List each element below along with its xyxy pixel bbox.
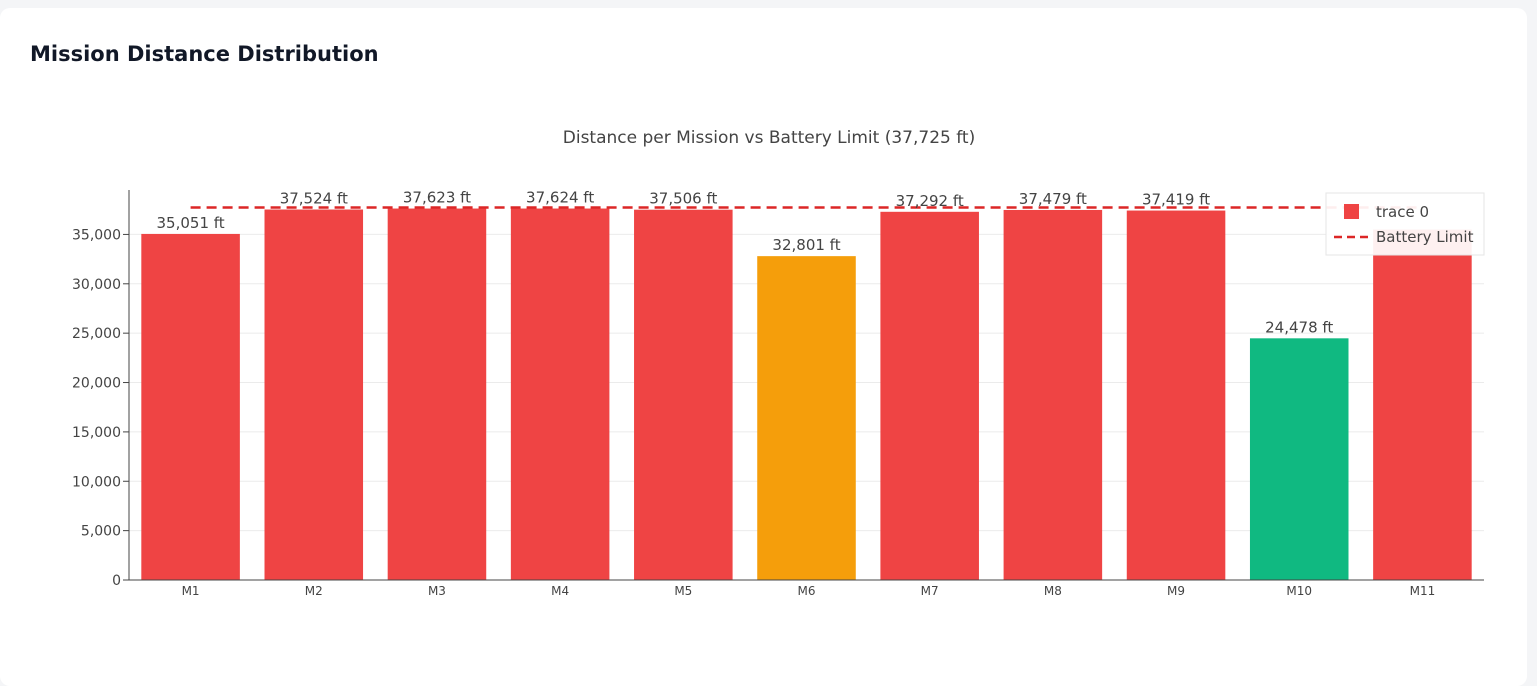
legend-box <box>1325 192 1485 256</box>
bars <box>141 208 1472 581</box>
x-tick-label: M8 <box>1044 584 1062 598</box>
data-label: 37,292 ft <box>896 192 964 210</box>
y-tick-label: 35,000 <box>72 227 121 243</box>
x-tick-label: M2 <box>305 584 323 598</box>
y-tick-label: 15,000 <box>72 425 121 441</box>
x-tick-label: M6 <box>798 584 816 598</box>
data-label: 37,623 ft <box>403 189 471 207</box>
data-label: 37,524 ft <box>280 190 348 208</box>
data-label: 32,801 ft <box>772 236 840 254</box>
x-tick-label: M9 <box>1167 584 1185 598</box>
x-tick-label: M7 <box>921 584 939 598</box>
bar-m6[interactable] <box>757 256 856 580</box>
axes: 0 5,000 10,000 15,000 20,000 25,000 30,000 35,0… <box>72 190 1484 598</box>
bar-m9[interactable] <box>1126 210 1226 581</box>
y-tick-label: 25,000 <box>72 326 121 342</box>
x-tick-label: M11 <box>1410 584 1436 598</box>
x-tick-label: M1 <box>182 584 200 598</box>
x-tick-label: M5 <box>674 584 692 598</box>
data-label: 37,624 ft <box>526 189 594 207</box>
bar-m5[interactable] <box>634 209 733 580</box>
legend-swatch-trace[interactable] <box>1344 204 1359 219</box>
data-labels: 35,051 ft 37,524 ft 37,623 ft 37,624 ft 37,5… <box>157 189 1334 337</box>
x-tick-label: M3 <box>428 584 446 598</box>
bar-m1[interactable] <box>141 233 240 581</box>
bar-m7[interactable] <box>880 211 979 580</box>
bar-m2[interactable] <box>264 209 364 580</box>
data-label: 37,419 ft <box>1142 191 1210 209</box>
data-label: 24,478 ft <box>1265 318 1333 336</box>
bar-m8[interactable] <box>1003 209 1103 581</box>
legend-label[interactable]: Battery Limit <box>1376 228 1474 246</box>
y-tick-label: 30,000 <box>72 277 121 293</box>
chart-title: Distance per Mission vs Battery Limit (3… <box>563 128 975 148</box>
data-label: 37,479 ft <box>1019 190 1087 208</box>
bar-m4[interactable] <box>510 208 610 581</box>
legend[interactable]: trace 0 Battery Limit <box>1325 192 1485 256</box>
data-label: 37,506 ft <box>649 190 717 208</box>
x-tick-label: M4 <box>551 584 569 598</box>
y-tick-label: 5,000 <box>81 524 121 540</box>
bar-m10[interactable] <box>1249 338 1349 580</box>
y-tick-label: 20,000 <box>72 376 121 392</box>
legend-label[interactable]: trace 0 <box>1376 203 1429 221</box>
data-label: 35,051 ft <box>157 214 225 232</box>
page-title: Mission Distance Distribution <box>30 42 379 66</box>
bar-m3[interactable] <box>387 208 487 580</box>
y-tick-label: 10,000 <box>72 474 121 490</box>
y-tick-label: 0 <box>112 573 121 589</box>
x-tick-label: M10 <box>1286 584 1312 598</box>
bar-m11[interactable] <box>1373 229 1472 581</box>
